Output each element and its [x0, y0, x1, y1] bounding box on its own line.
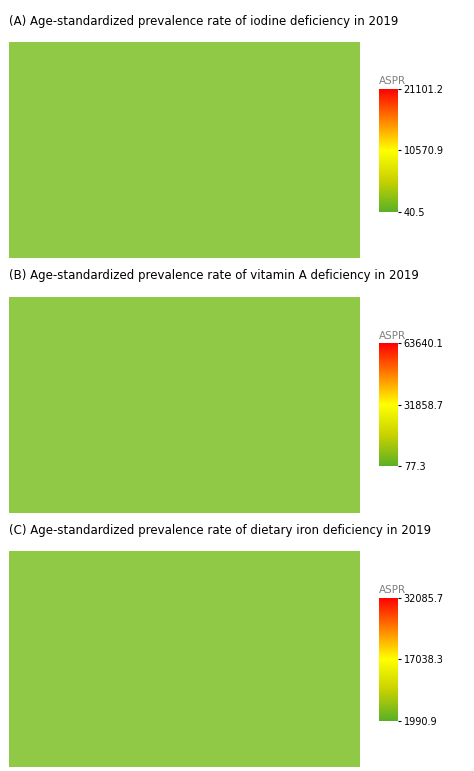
- Text: (B) Age-standardized prevalence rate of vitamin A deficiency in 2019: (B) Age-standardized prevalence rate of …: [9, 269, 419, 282]
- Text: ASPR: ASPR: [379, 585, 406, 595]
- Text: ASPR: ASPR: [379, 76, 406, 86]
- Text: ASPR: ASPR: [379, 331, 406, 341]
- Text: (A) Age-standardized prevalence rate of iodine deficiency in 2019: (A) Age-standardized prevalence rate of …: [9, 15, 399, 28]
- Text: (C) Age-standardized prevalence rate of dietary iron deficiency in 2019: (C) Age-standardized prevalence rate of …: [9, 524, 432, 537]
